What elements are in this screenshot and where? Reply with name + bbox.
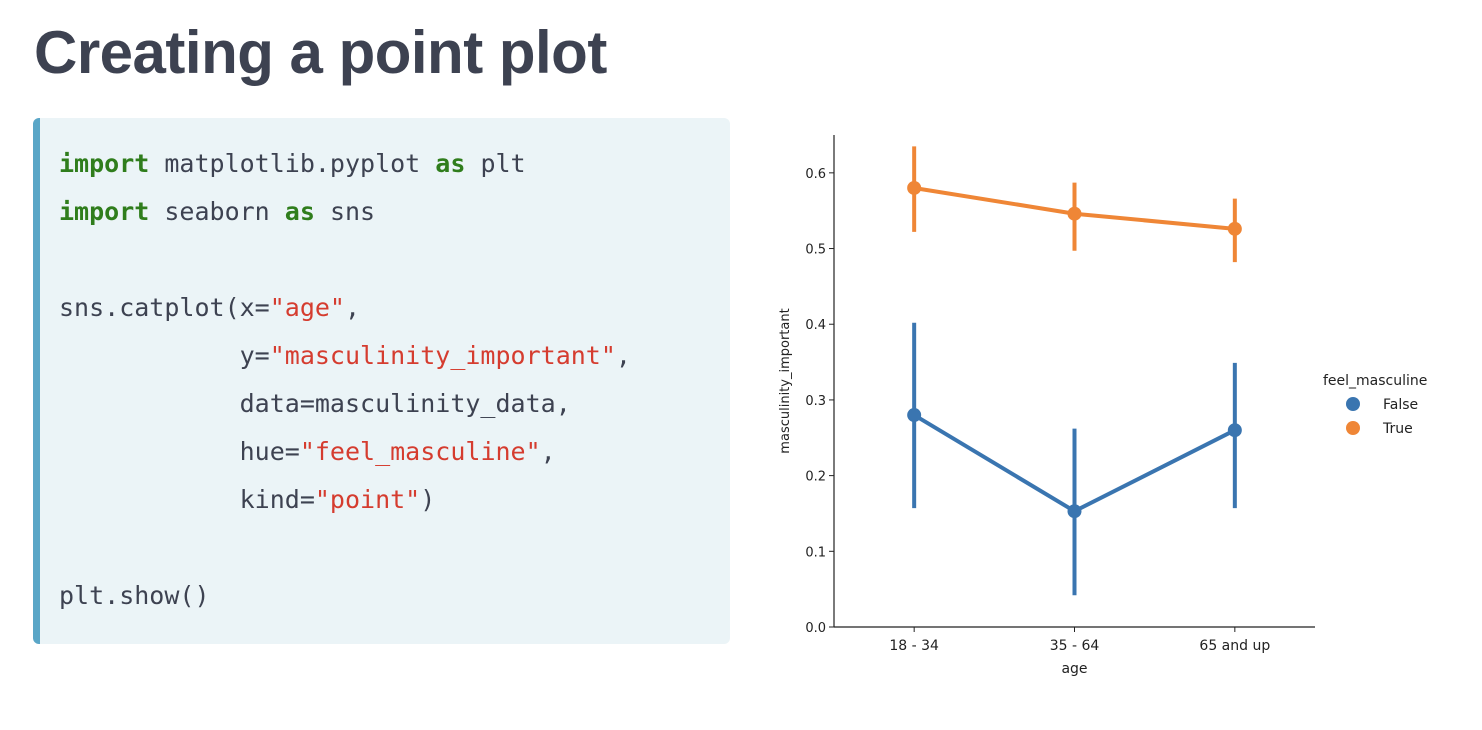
- legend-marker: [1346, 421, 1360, 435]
- code-line: [59, 524, 730, 572]
- y-tick-label: 0.4: [805, 318, 826, 333]
- code-text: ,: [344, 293, 361, 322]
- code-string: "point": [314, 485, 421, 514]
- code-text: plt: [465, 149, 526, 178]
- code-text: kind=: [59, 485, 315, 514]
- code-line: kind="point"): [59, 476, 730, 524]
- x-tick-label: 18 - 34: [889, 638, 939, 654]
- data-point: [1227, 423, 1242, 438]
- code-keyword: as: [435, 149, 466, 178]
- point-plot-chart: 0.0 0.1 0.2 0.3 0.4 0.5 0.6 18 - 34 35 - 64 65 an…: [778, 135, 1427, 677]
- code-line: [59, 236, 730, 284]
- x-axis-label: age: [1061, 661, 1087, 677]
- x-tick-label: 35 - 64: [1050, 638, 1100, 654]
- code-block: import matplotlib.pyplot as plt import se…: [33, 118, 730, 644]
- code-text: data=masculinity_data,: [59, 389, 571, 418]
- code-text: hue=: [59, 437, 300, 466]
- data-point: [907, 408, 922, 423]
- code-text: sns.catplot(x=: [59, 293, 270, 322]
- code-line: import seaborn as sns: [59, 188, 730, 236]
- code-string: "masculinity_important": [269, 341, 616, 370]
- y-tick-label: 0.0: [805, 621, 826, 636]
- code-line: data=masculinity_data,: [59, 380, 730, 428]
- code-text: sns: [314, 197, 376, 226]
- legend-title: feel_masculine: [1323, 373, 1427, 389]
- code-text: ,: [540, 437, 556, 466]
- data-point: [1227, 221, 1242, 236]
- code-text: matplotlib.pyplot: [149, 149, 436, 178]
- code-line: hue="feel_masculine",: [59, 428, 730, 476]
- code-line: import matplotlib.pyplot as plt: [59, 140, 730, 188]
- y-tick-label: 0.5: [805, 243, 826, 258]
- code-string: "age": [269, 293, 345, 322]
- code-text: ,: [615, 341, 631, 370]
- code-keyword: import: [59, 197, 150, 226]
- y-tick-label: 0.1: [805, 545, 826, 560]
- code-text: ): [420, 485, 436, 514]
- legend-label: True: [1382, 421, 1413, 437]
- code-line: plt.show(): [59, 572, 730, 620]
- code-text: plt.show(): [59, 581, 210, 610]
- data-point: [1067, 504, 1082, 519]
- x-tick-label: 65 and up: [1199, 638, 1270, 654]
- slide-title: Creating a point plot: [34, 19, 607, 86]
- code-line: y="masculinity_important",: [59, 332, 730, 380]
- y-tick-label: 0.6: [805, 167, 826, 182]
- code-text: seaborn: [149, 197, 285, 226]
- data-point: [1067, 206, 1082, 221]
- code-string: "feel_masculine": [299, 437, 541, 466]
- y-tick-label: 0.2: [805, 470, 826, 485]
- code-keyword: import: [59, 149, 150, 178]
- legend-marker: [1346, 397, 1360, 411]
- y-axis-label: masculinity_important: [778, 308, 793, 453]
- code-text: y=: [59, 341, 270, 370]
- legend-label: False: [1383, 397, 1418, 413]
- data-point: [907, 180, 922, 195]
- code-line: sns.catplot(x="age",: [59, 284, 730, 332]
- code-keyword: as: [284, 197, 315, 226]
- y-tick-label: 0.3: [805, 394, 826, 409]
